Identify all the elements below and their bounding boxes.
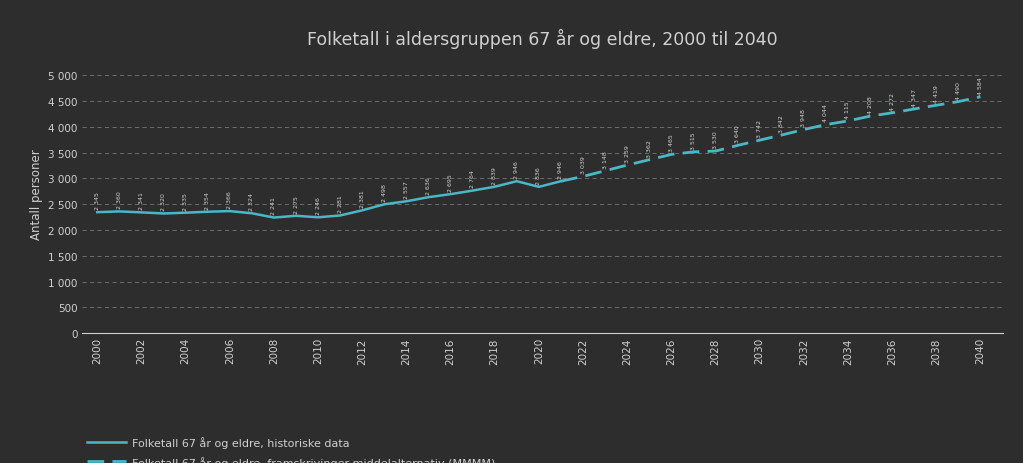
Text: 2 341: 2 341	[139, 192, 144, 210]
Text: 3 039: 3 039	[580, 156, 585, 174]
Folketall 67 år og eldre, framskrivinger middelalternativ (MMMM)	[952, 100, 965, 105]
Text: 2 354: 2 354	[206, 191, 210, 209]
Text: 3 640: 3 640	[736, 125, 740, 143]
Line: Folketall 67 år og eldre, framskrivinger middelalternativ (MMMM): Folketall 67 år og eldre, framskrivinger…	[561, 98, 980, 182]
Folketall 67 år og eldre, historiske data	[533, 185, 545, 190]
Text: 4 272: 4 272	[890, 93, 895, 111]
Folketall 67 år og eldre, framskrivinger middelalternativ (MMMM)	[665, 152, 677, 158]
Folketall 67 år og eldre, historiske data	[510, 179, 523, 185]
Text: 2 381: 2 381	[360, 190, 365, 208]
Folketall 67 år og eldre, historiske data	[554, 179, 567, 185]
Folketall 67 år og eldre, framskrivinger middelalternativ (MMMM)	[798, 127, 810, 133]
Folketall 67 år og eldre, framskrivinger middelalternativ (MMMM)	[930, 103, 942, 109]
Title: Folketall i aldersgruppen 67 år og eldre, 2000 til 2040: Folketall i aldersgruppen 67 år og eldre…	[307, 28, 777, 49]
Text: 4 044: 4 044	[824, 104, 829, 122]
Folketall 67 år og eldre, historiske data	[224, 209, 236, 214]
Folketall 67 år og eldre, historiske data	[114, 209, 126, 215]
Text: 2 320: 2 320	[161, 193, 166, 211]
Folketall 67 år og eldre, framskrivinger middelalternativ (MMMM)	[577, 174, 589, 180]
Text: 2 246: 2 246	[315, 197, 320, 215]
Folketall 67 år og eldre, historiske data	[135, 210, 147, 216]
Folketall 67 år og eldre, historiske data	[379, 202, 391, 207]
Folketall 67 år og eldre, historiske data	[400, 199, 412, 205]
Folketall 67 år og eldre, framskrivinger middelalternativ (MMMM)	[643, 157, 656, 163]
Folketall 67 år og eldre, framskrivinger middelalternativ (MMMM)	[554, 179, 567, 185]
Text: 2 839: 2 839	[492, 166, 497, 184]
Text: 3 515: 3 515	[691, 132, 696, 150]
Folketall 67 år og eldre, framskrivinger middelalternativ (MMMM)	[864, 114, 877, 119]
Folketall 67 år og eldre, framskrivinger middelalternativ (MMMM)	[842, 119, 854, 125]
Text: 2 946: 2 946	[515, 161, 520, 179]
Text: 2 695: 2 695	[448, 174, 453, 192]
Text: 2 324: 2 324	[250, 193, 255, 211]
Line: Folketall 67 år og eldre, historiske data: Folketall 67 år og eldre, historiske dat…	[97, 182, 561, 218]
Folketall 67 år og eldre, historiske data	[422, 195, 435, 200]
Folketall 67 år og eldre, historiske data	[158, 211, 170, 217]
Folketall 67 år og eldre, historiske data	[91, 210, 103, 215]
Folketall 67 år og eldre, framskrivinger middelalternativ (MMMM)	[754, 138, 766, 144]
Text: 4 208: 4 208	[868, 96, 873, 114]
Folketall 67 år og eldre, historiske data	[179, 211, 191, 216]
Text: 2 836: 2 836	[536, 167, 541, 184]
Folketall 67 år og eldre, historiske data	[489, 185, 501, 190]
Text: 3 465: 3 465	[669, 134, 674, 152]
Text: 2 557: 2 557	[404, 181, 409, 199]
Folketall 67 år og eldre, framskrivinger middelalternativ (MMMM)	[687, 150, 700, 155]
Folketall 67 år og eldre, framskrivinger middelalternativ (MMMM)	[974, 95, 986, 100]
Text: 4 115: 4 115	[845, 101, 850, 119]
Text: 3 742: 3 742	[757, 120, 762, 138]
Folketall 67 år og eldre, framskrivinger middelalternativ (MMMM)	[775, 133, 788, 138]
Folketall 67 år og eldre, historiske data	[312, 215, 324, 220]
Folketall 67 år og eldre, framskrivinger middelalternativ (MMMM)	[621, 163, 633, 169]
Folketall 67 år og eldre, historiske data	[290, 213, 302, 219]
Legend: Folketall 67 år og eldre, historiske data, Folketall 67 år og eldre, framskrivin: Folketall 67 år og eldre, historiske dat…	[87, 436, 495, 463]
Text: 2 241: 2 241	[271, 197, 276, 215]
Text: 4 419: 4 419	[934, 85, 939, 103]
Text: 4 347: 4 347	[911, 89, 917, 106]
Text: 2 335: 2 335	[183, 192, 188, 210]
Text: 2 345: 2 345	[95, 192, 100, 210]
Text: 2 764: 2 764	[471, 170, 475, 188]
Folketall 67 år og eldre, historiske data	[268, 215, 280, 221]
Folketall 67 år og eldre, framskrivinger middelalternativ (MMMM)	[886, 111, 898, 116]
Text: 3 948: 3 948	[801, 109, 806, 127]
Folketall 67 år og eldre, framskrivinger middelalternativ (MMMM)	[709, 149, 721, 155]
Folketall 67 år og eldre, historiske data	[466, 188, 479, 194]
Folketall 67 år og eldre, historiske data	[335, 213, 347, 219]
Text: 2 360: 2 360	[117, 191, 122, 209]
Folketall 67 år og eldre, framskrivinger middelalternativ (MMMM)	[908, 107, 921, 113]
Folketall 67 år og eldre, historiske data	[246, 211, 258, 217]
Text: 3 842: 3 842	[780, 115, 785, 132]
Text: 2 946: 2 946	[559, 161, 564, 179]
Text: 2 636: 2 636	[426, 177, 431, 194]
Text: 4 490: 4 490	[955, 81, 961, 99]
Folketall 67 år og eldre, historiske data	[444, 192, 456, 198]
Text: 2 366: 2 366	[227, 191, 232, 208]
Text: 3 148: 3 148	[603, 150, 608, 169]
Y-axis label: Antall personer: Antall personer	[30, 149, 43, 240]
Text: 4 584: 4 584	[978, 77, 983, 94]
Text: 2 275: 2 275	[294, 195, 299, 213]
Folketall 67 år og eldre, historiske data	[356, 208, 368, 213]
Text: 3 530: 3 530	[713, 131, 718, 149]
Folketall 67 år og eldre, framskrivinger middelalternativ (MMMM)	[731, 144, 744, 149]
Folketall 67 år og eldre, historiske data	[202, 209, 214, 215]
Text: 2 281: 2 281	[338, 195, 343, 213]
Folketall 67 år og eldre, framskrivinger middelalternativ (MMMM)	[599, 169, 612, 174]
Text: 3 259: 3 259	[625, 145, 630, 163]
Text: 3 362: 3 362	[647, 139, 652, 157]
Text: 2 498: 2 498	[382, 184, 387, 202]
Folketall 67 år og eldre, framskrivinger middelalternativ (MMMM)	[819, 123, 832, 128]
